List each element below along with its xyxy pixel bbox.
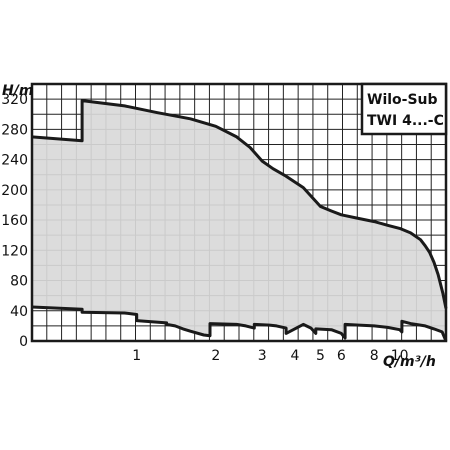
y-axis-label: H/m [2,83,33,99]
x-axis-label: Q/m³/h [383,354,436,370]
x-tick-labels: 1 2 3 4 5 6 8 10 [132,348,408,364]
chart-legend-box: Wilo-Sub TWI 4...-C [360,82,448,136]
y-tick-label: 40 [10,304,28,320]
x-tick-label: 10 [391,348,409,364]
x-tick-label: 6 [337,348,346,364]
plot-frame [30,82,448,343]
x-tick-label: 2 [211,348,220,364]
x-tick-label: 1 [132,348,141,364]
y-tick-label: 120 [1,243,28,259]
y-tick-label: 160 [1,213,28,229]
y-tick-label: 240 [1,153,28,169]
x-tick-label: 5 [316,348,325,364]
y-tick-label: 0 [19,334,28,350]
x-tick-label: 4 [291,348,300,364]
x-tick-label: 3 [258,348,267,364]
y-tick-label: 320 [1,92,28,108]
y-tick-label: 80 [10,274,28,290]
y-tick-label: 280 [1,122,28,138]
y-tick-labels: 0 40 80 120 160 200 240 280 320 [1,92,28,350]
y-tick-label: 200 [1,183,28,199]
legend-title-line-1: Wilo-Sub [367,92,438,108]
operating-range-area [32,100,446,341]
lower-envelope-line [31,305,448,342]
legend-title-line-2: TWI 4...-C [367,113,444,129]
legend-frame [360,82,448,136]
upper-envelope-line [31,99,448,309]
x-tick-label: 8 [370,348,379,364]
